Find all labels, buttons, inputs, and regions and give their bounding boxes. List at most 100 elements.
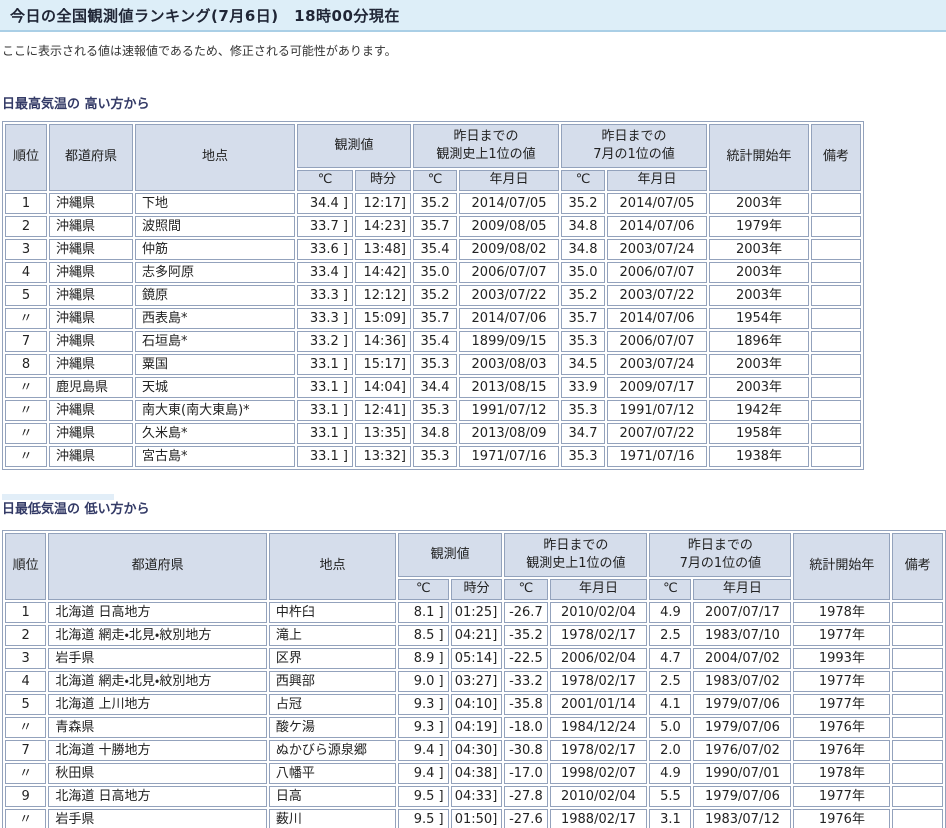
cell-record-date: 1978/02/17 bbox=[549, 625, 648, 646]
cell-rank: 〃 bbox=[5, 446, 47, 467]
cell-july-record-temp: 5.5 bbox=[649, 786, 692, 807]
cell-remarks bbox=[811, 446, 861, 467]
cell-stats-start-year: 1976年 bbox=[793, 717, 891, 738]
cell-record-date: 1978/02/17 bbox=[549, 671, 648, 692]
cell-record-temp: 35.4 bbox=[413, 331, 457, 352]
cell-station: 下地 bbox=[135, 193, 295, 214]
cell-july-record-date: 1971/07/16 bbox=[607, 446, 707, 467]
cell-station: ぬかびら源泉郷 bbox=[268, 740, 397, 761]
cell-observed-temp: 33.3 ] bbox=[297, 308, 353, 329]
cell-observed-time: 14:04] bbox=[355, 377, 411, 398]
cell-observed-time: 14:42] bbox=[355, 262, 411, 283]
cell-observed-temp: 9.5 ] bbox=[398, 786, 449, 807]
cell-observed-temp: 9.5 ] bbox=[398, 809, 449, 828]
cell-july-record-date: 1979/07/06 bbox=[693, 786, 792, 807]
cell-rank: 〃 bbox=[5, 809, 47, 828]
cell-prefecture: 青森県 bbox=[48, 717, 267, 738]
cell-july-record-temp: 35.7 bbox=[561, 308, 605, 329]
cell-stats-start-year: 1979年 bbox=[709, 216, 809, 237]
cell-rank: 〃 bbox=[5, 717, 47, 738]
cell-observed-temp: 33.1 ] bbox=[297, 423, 353, 444]
col-header-observed: 観測値 bbox=[398, 533, 503, 577]
cell-july-record-date: 2003/07/24 bbox=[607, 354, 707, 375]
cell-remarks bbox=[892, 763, 943, 784]
cell-july-record-temp: 5.0 bbox=[649, 717, 692, 738]
cell-july-record-date: 2006/07/07 bbox=[607, 331, 707, 352]
cell-record-date: 1971/07/16 bbox=[459, 446, 559, 467]
table-row: 7 北海道 十勝地方 ぬかびら源泉郷 9.4 ] 04:30] -30.8 1978/02/… bbox=[5, 740, 943, 761]
cell-prefecture: 沖縄県 bbox=[49, 446, 133, 467]
cell-remarks bbox=[892, 648, 943, 669]
cell-july-record-date: 1983/07/02 bbox=[693, 671, 792, 692]
cell-record-temp: 35.3 bbox=[413, 354, 457, 375]
cell-july-record-temp: 4.7 bbox=[649, 648, 692, 669]
cell-remarks bbox=[892, 740, 943, 761]
table-row: 9 北海道 日高地方 日高 9.5 ] 04:33] -27.8 2010/02/04 5.5… bbox=[5, 786, 943, 807]
cell-stats-start-year: 2003年 bbox=[709, 239, 809, 260]
cell-station: 波照間 bbox=[135, 216, 295, 237]
cell-july-record-temp: 2.0 bbox=[649, 740, 692, 761]
table-row: 〃沖縄県 久米島* 33.1 ] 13:35] 34.8 2013/08/09 34.7 20… bbox=[5, 423, 861, 444]
cell-remarks bbox=[811, 400, 861, 421]
cell-july-record-date: 1991/07/12 bbox=[607, 400, 707, 421]
cell-july-record-temp: 2.5 bbox=[649, 625, 692, 646]
cell-prefecture: 北海道 日高地方 bbox=[48, 786, 267, 807]
cell-observed-time: 12:17] bbox=[355, 193, 411, 214]
cell-observed-temp: 8.1 ] bbox=[398, 602, 449, 623]
cell-rank: 7 bbox=[5, 740, 47, 761]
cell-observed-time: 04:38] bbox=[450, 763, 503, 784]
cell-remarks bbox=[892, 809, 943, 828]
cell-observed-time: 04:33] bbox=[450, 786, 503, 807]
cell-record-temp: -35.2 bbox=[504, 625, 548, 646]
cell-rank: 5 bbox=[5, 694, 47, 715]
cell-record-date: 2001/01/14 bbox=[549, 694, 648, 715]
cell-remarks bbox=[811, 331, 861, 352]
page-title-bar: 今日の全国観測値ランキング(7月6日) 18時00分現在 bbox=[0, 0, 946, 32]
cell-record-date: 1899/09/15 bbox=[459, 331, 559, 352]
cell-record-temp: -27.6 bbox=[504, 809, 548, 828]
cell-rank: 3 bbox=[5, 239, 47, 260]
cell-remarks bbox=[811, 377, 861, 398]
cell-stats-start-year: 1896年 bbox=[709, 331, 809, 352]
cell-july-record-temp: 34.7 bbox=[561, 423, 605, 444]
table-row: 5 沖縄県 鏡原 33.3 ] 12:12] 35.2 2003/07/22 35.2 2003… bbox=[5, 285, 861, 306]
cell-record-temp: 34.4 bbox=[413, 377, 457, 398]
cell-prefecture: 沖縄県 bbox=[49, 400, 133, 421]
cell-july-record-temp: 34.8 bbox=[561, 216, 605, 237]
cell-stats-start-year: 2003年 bbox=[709, 377, 809, 398]
cell-remarks bbox=[811, 423, 861, 444]
cell-observed-temp: 33.3 ] bbox=[297, 285, 353, 306]
col-header-remarks: 備考 bbox=[811, 124, 861, 191]
cell-stats-start-year: 1977年 bbox=[793, 694, 891, 715]
cell-observed-time: 12:12] bbox=[355, 285, 411, 306]
cell-record-date: 2003/07/22 bbox=[459, 285, 559, 306]
table-row: 3 岩手県 区界 8.9 ] 05:14] -22.5 2006/02/04 4.7 2004/… bbox=[5, 648, 943, 669]
table-row: 〃青森県 酸ケ湯 9.3 ] 04:19] -18.0 1984/12/24 5.0 1979… bbox=[5, 717, 943, 738]
table-row: 〃岩手県 薮川 9.5 ] 01:50] -27.6 1988/02/17 3.1 1983/… bbox=[5, 809, 943, 828]
cell-record-temp: -30.8 bbox=[504, 740, 548, 761]
cell-prefecture: 沖縄県 bbox=[49, 354, 133, 375]
cell-station: 志多阿原 bbox=[135, 262, 295, 283]
col-header-rank: 順位 bbox=[5, 533, 47, 600]
cell-record-date: 2003/08/03 bbox=[459, 354, 559, 375]
cell-observed-time: 01:25] bbox=[450, 602, 503, 623]
col-header-stats-start-year: 統計開始年 bbox=[709, 124, 809, 191]
cell-remarks bbox=[892, 625, 943, 646]
cell-july-record-date: 2003/07/22 bbox=[607, 285, 707, 306]
cell-july-record-temp: 35.3 bbox=[561, 446, 605, 467]
cell-prefecture: 岩手県 bbox=[48, 648, 267, 669]
cell-stats-start-year: 2003年 bbox=[709, 354, 809, 375]
cell-prefecture: 北海道 上川地方 bbox=[48, 694, 267, 715]
cell-stats-start-year: 1978年 bbox=[793, 763, 891, 784]
cell-remarks bbox=[892, 671, 943, 692]
cell-stats-start-year: 1978年 bbox=[793, 602, 891, 623]
cell-station: 鏡原 bbox=[135, 285, 295, 306]
cell-record-date: 2009/08/05 bbox=[459, 216, 559, 237]
cell-remarks bbox=[811, 193, 861, 214]
table-row: 〃鹿児島県 天城 33.1 ] 14:04] 34.4 2013/08/15 33.9 200… bbox=[5, 377, 861, 398]
cell-record-date: 2006/02/04 bbox=[549, 648, 648, 669]
cell-record-date: 2010/02/04 bbox=[549, 786, 648, 807]
cell-remarks bbox=[811, 285, 861, 306]
cell-observed-time: 04:10] bbox=[450, 694, 503, 715]
cell-station: 区界 bbox=[268, 648, 397, 669]
